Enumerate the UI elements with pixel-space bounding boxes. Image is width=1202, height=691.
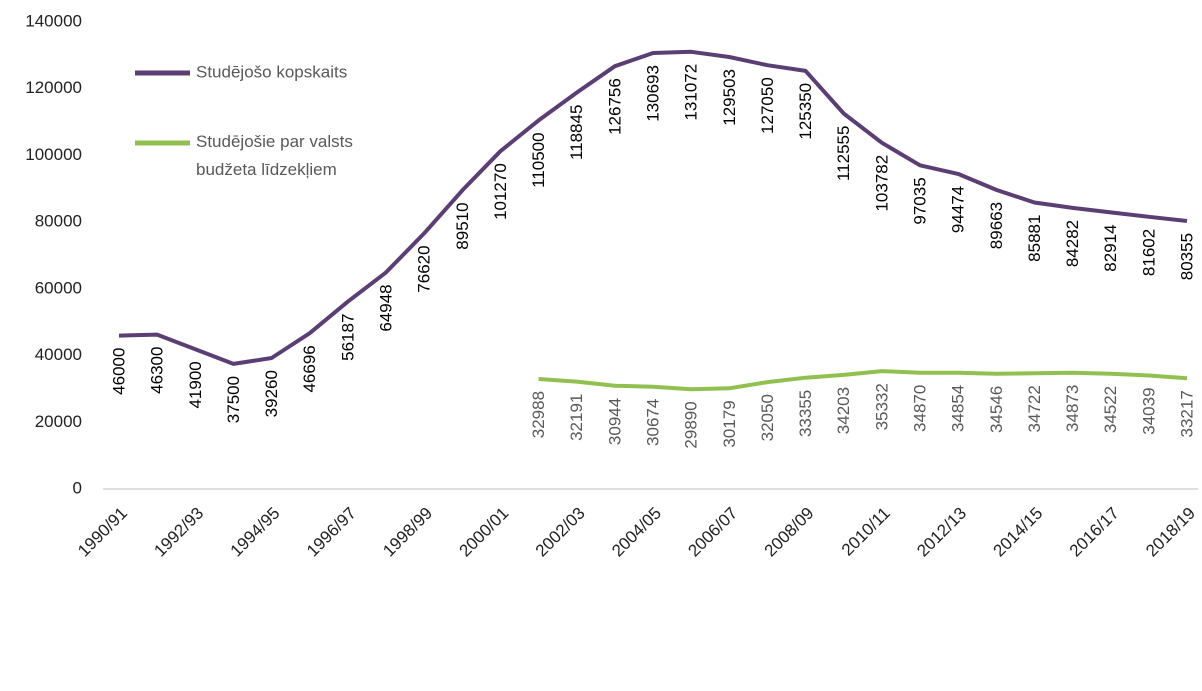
series-line (538, 369, 1188, 392)
x-tick-label: 2000/01 (456, 504, 513, 561)
x-tick-label: 1996/97 (303, 504, 360, 561)
data-label: 46000 (109, 348, 128, 395)
data-label: 35332 (872, 383, 891, 430)
data-label: 94474 (949, 186, 968, 233)
y-tick-label: 80000 (35, 212, 82, 231)
legend-label: Studējošie par valsts budžeta līdzekļiem (196, 132, 353, 179)
x-tick-label: 2006/07 (684, 504, 741, 561)
x-tick-label: 1990/91 (74, 504, 131, 561)
data-label: 56187 (338, 314, 357, 361)
y-tick-label: 140000 (25, 11, 82, 30)
data-label: 30179 (720, 400, 739, 447)
x-tick-label: 2018/19 (1142, 504, 1199, 561)
data-label: 118845 (567, 105, 586, 160)
data-label: 130693 (643, 65, 662, 122)
data-label: 33217 (1177, 390, 1196, 437)
data-label: 129503 (720, 69, 739, 126)
data-label: 34203 (834, 387, 853, 434)
x-tick-label: 1994/95 (227, 504, 284, 561)
data-label: 46300 (148, 347, 167, 394)
data-label: 125350 (796, 83, 815, 140)
data-label: 82914 (1101, 224, 1120, 271)
x-tick-label: 2004/05 (608, 504, 665, 561)
data-label: 30944 (605, 398, 624, 445)
y-tick-label: 120000 (25, 78, 82, 97)
data-label: 34546 (987, 386, 1006, 433)
x-tick-label: 1992/93 (150, 504, 207, 561)
data-label: 85881 (1025, 215, 1044, 262)
data-label: 126756 (605, 78, 624, 135)
data-label: 32988 (529, 391, 548, 438)
x-tick-label: 2014/15 (990, 504, 1047, 561)
data-label: 34854 (949, 385, 968, 432)
data-label: 29890 (682, 401, 701, 448)
data-label: 34039 (1139, 387, 1158, 434)
data-label: 32191 (567, 394, 586, 441)
data-label: 46696 (300, 345, 319, 392)
data-label: 89510 (453, 202, 472, 249)
data-label: 34522 (1101, 386, 1120, 433)
data-label: 131072 (682, 64, 701, 121)
data-label: 112555 (834, 126, 853, 181)
data-label: 41900 (186, 361, 205, 408)
data-label: 76620 (415, 245, 434, 292)
x-tick-label: 2016/17 (1066, 504, 1123, 561)
data-label: 97035 (910, 177, 929, 224)
x-tick-label: 2010/11 (838, 504, 894, 560)
y-tick-label: 60000 (35, 278, 82, 297)
y-tick-label: 100000 (25, 145, 82, 164)
x-tick-label: 1998/99 (379, 504, 436, 561)
data-label: 30674 (643, 399, 662, 446)
data-label: 34870 (910, 385, 929, 432)
data-label: 103782 (872, 155, 891, 212)
data-label: 32050 (758, 394, 777, 441)
data-label: 33355 (796, 390, 815, 437)
data-label: 89663 (987, 202, 1006, 249)
legend-label: Studējošo kopskaits (196, 62, 347, 81)
data-label: 37500 (224, 376, 243, 423)
x-tick-label: 2012/13 (913, 504, 970, 561)
data-label: 127050 (758, 77, 777, 134)
data-label: 81602 (1139, 229, 1158, 276)
data-label: 34873 (1063, 385, 1082, 432)
x-tick-label: 2002/03 (532, 504, 589, 561)
y-tick-label: 20000 (35, 412, 82, 431)
y-tick-label: 0 (73, 478, 82, 497)
x-tick-label: 2008/09 (761, 504, 818, 561)
data-label: 64948 (376, 284, 395, 331)
data-label: 80355 (1177, 233, 1196, 280)
data-label: 110500 (529, 132, 548, 187)
y-tick-label: 40000 (35, 345, 82, 364)
data-label: 101270 (491, 163, 510, 220)
series-line (118, 49, 1188, 366)
data-label: 34722 (1025, 385, 1044, 432)
data-label: 39260 (262, 370, 281, 417)
data-label: 84282 (1063, 220, 1082, 267)
